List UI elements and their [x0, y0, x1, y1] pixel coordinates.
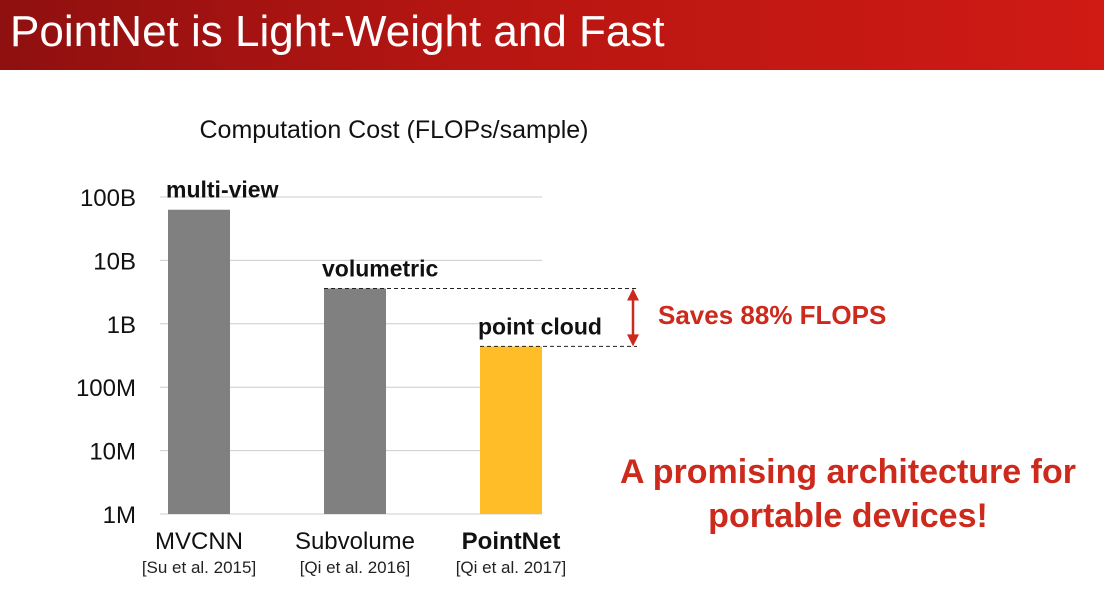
- arrow-down-icon: [627, 334, 639, 347]
- savings-annotation: [324, 288, 639, 347]
- bar-data-label: multi-view: [166, 177, 279, 203]
- x-citation-label: [Su et al. 2015]: [142, 558, 256, 577]
- bar-pointnet: [480, 346, 542, 514]
- arrow-up-icon: [627, 288, 639, 301]
- x-category-label: PointNet: [462, 528, 561, 555]
- y-tick-label: 1M: [103, 502, 136, 529]
- slide-title: PointNet is Light-Weight and Fast: [10, 7, 665, 56]
- bars: multi-view MVCNN [Su et al. 2015] volumetri…: [142, 177, 602, 577]
- savings-callout: Saves 88% FLOPS: [658, 300, 887, 330]
- y-tick-label: 10M: [89, 439, 136, 466]
- bar-data-label: volumetric: [322, 256, 439, 282]
- y-axis-tick-labels: 100B 10B 1B 100M 10M 1M: [76, 185, 136, 529]
- bar-mvcnn: [168, 209, 230, 514]
- y-tick-label: 1B: [107, 312, 136, 339]
- y-tick-label: 10B: [93, 248, 136, 275]
- x-category-label: MVCNN: [155, 528, 243, 555]
- bar-subvolume: [324, 288, 386, 514]
- chart-title: Computation Cost (FLOPs/sample): [199, 116, 588, 144]
- y-tick-label: 100B: [80, 185, 136, 212]
- promise-callout: A promising architecture for portable de…: [620, 453, 1076, 535]
- y-tick-label: 100M: [76, 375, 136, 402]
- bar-data-label: point cloud: [478, 313, 602, 339]
- x-category-label: Subvolume: [295, 528, 415, 555]
- title-bar: PointNet is Light-Weight and Fast: [0, 0, 1104, 70]
- x-citation-label: [Qi et al. 2016]: [300, 558, 411, 577]
- x-citation-label: [Qi et al. 2017]: [456, 558, 567, 577]
